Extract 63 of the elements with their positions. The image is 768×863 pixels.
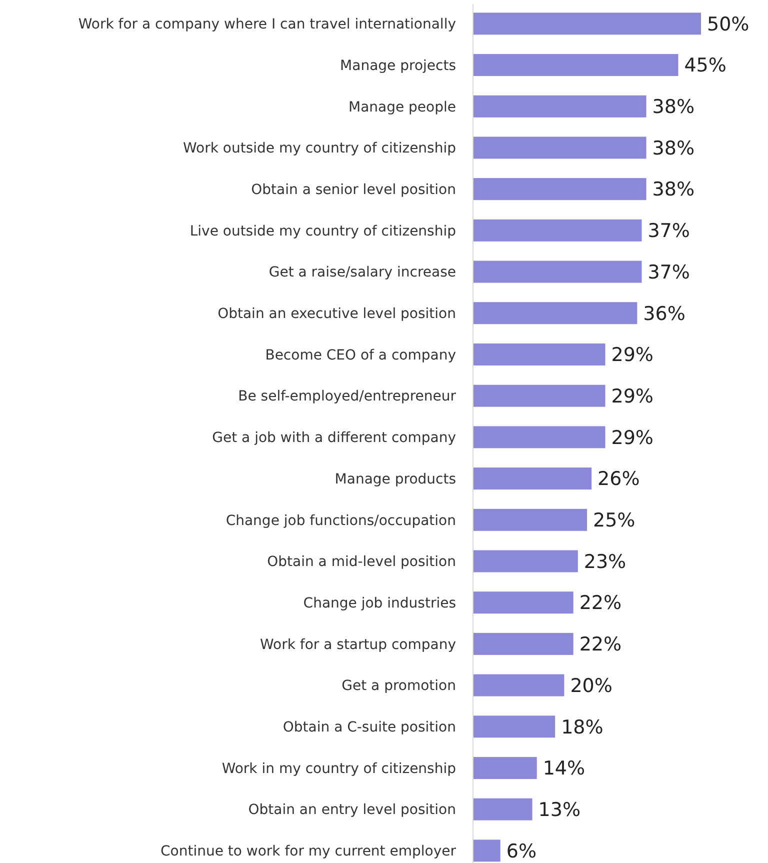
data-label: 38% <box>652 178 695 201</box>
bar <box>473 674 564 696</box>
data-label: 37% <box>648 261 690 284</box>
bar <box>473 219 642 242</box>
y-tick-label: Manage products <box>334 471 456 488</box>
data-label: 29% <box>611 426 654 449</box>
data-label: 26% <box>598 468 640 490</box>
data-label: 14% <box>542 758 586 780</box>
bar <box>473 54 678 76</box>
y-tick-label: Continue to work for my current employer <box>160 844 456 860</box>
data-label: 6% <box>506 840 537 862</box>
data-label: 22% <box>579 634 622 656</box>
bar <box>473 840 500 862</box>
y-tick-label: Work for a company where I can travel internationally <box>78 16 456 33</box>
y-tick-label: Obtain an entry level position <box>248 802 456 818</box>
data-label: 29% <box>611 344 654 366</box>
data-label: 25% <box>593 510 636 532</box>
bar <box>473 550 578 572</box>
bar <box>473 95 646 118</box>
y-tick-label: Work outside my country of citizenship <box>182 140 456 157</box>
y-tick-label: Manage people <box>348 99 456 116</box>
y-tick-label: Become CEO of a company <box>265 347 456 364</box>
bar <box>473 426 606 448</box>
y-tick-label: Work in my country of citizenship <box>222 760 456 777</box>
bar <box>473 343 606 366</box>
y-tick-label: Obtain a C-suite position <box>282 720 456 736</box>
y-tick-label: Get a raise/salary increase <box>268 264 456 281</box>
data-label: 20% <box>570 674 612 697</box>
bar <box>473 716 556 738</box>
bar <box>473 12 701 35</box>
data-label: 18% <box>561 716 604 738</box>
y-tick-label: Be self-employed/entrepreneur <box>238 388 456 405</box>
y-tick-label: Manage projects <box>340 58 456 74</box>
bar <box>473 302 638 324</box>
y-tick-label: Obtain a senior level position <box>251 182 456 198</box>
data-label: 38% <box>652 137 695 160</box>
data-label: 29% <box>611 385 654 408</box>
y-tick-label: Change job functions/occupation <box>226 512 456 529</box>
y-tick-label: Get a job with a different company <box>212 430 456 446</box>
y-tick-label: Obtain a mid-level position <box>267 554 456 570</box>
data-label: 22% <box>579 592 622 614</box>
y-tick-label: Obtain an executive level position <box>218 306 456 322</box>
bar <box>473 178 646 200</box>
bar <box>473 384 606 407</box>
data-label: 23% <box>584 550 626 573</box>
data-label: 37% <box>648 220 690 242</box>
y-tick-label: Change job industries <box>303 595 456 612</box>
bar <box>473 468 592 490</box>
data-label: 45% <box>684 54 726 77</box>
data-label: 13% <box>538 798 581 821</box>
bar <box>473 798 532 820</box>
bar <box>473 632 574 655</box>
bar <box>473 260 642 283</box>
bar <box>473 508 587 531</box>
bar <box>473 592 574 614</box>
data-label: 38% <box>652 96 695 118</box>
bar <box>473 136 646 159</box>
y-tick-label: Work for a startup company <box>260 636 456 653</box>
data-label: 36% <box>643 302 686 325</box>
y-tick-label: Live outside my country of citizenship <box>190 223 456 240</box>
bar <box>473 756 537 779</box>
data-label: 50% <box>707 13 750 36</box>
y-tick-label: Get a promotion <box>342 678 456 694</box>
